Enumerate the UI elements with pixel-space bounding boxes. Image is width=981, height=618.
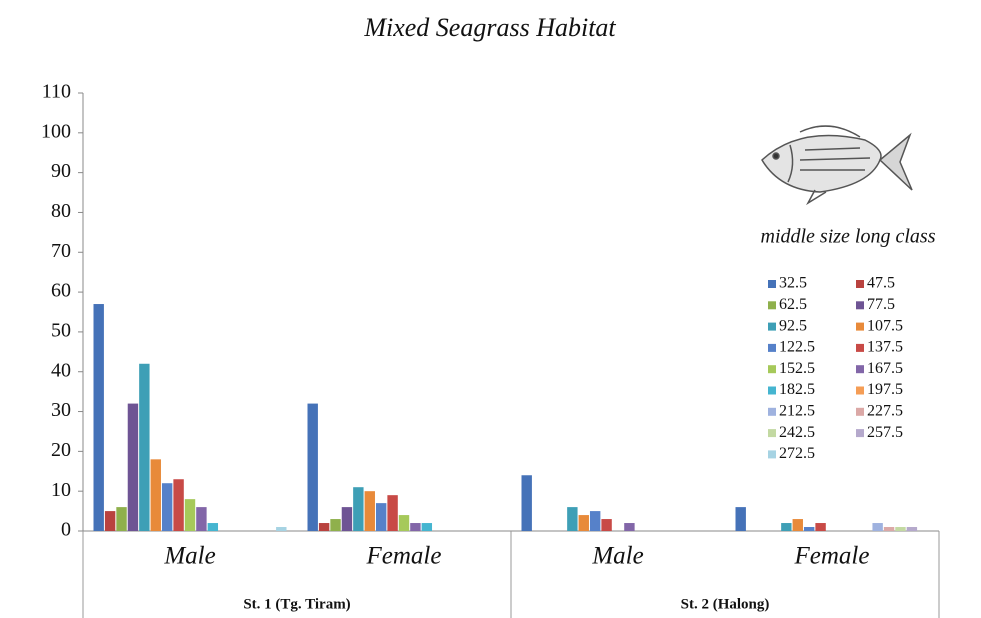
bar [185,499,195,531]
bar [208,523,218,531]
legend-label: 212.5 [779,402,815,419]
y-tick-label: 20 [51,439,71,461]
bar [151,459,161,531]
legend-label: 242.5 [779,424,815,441]
legend-swatch [856,280,864,288]
legend-swatch [768,429,776,437]
bar [342,507,352,531]
bar [884,527,894,531]
x-tick-label: Male [163,543,215,570]
bar [422,523,432,531]
bar [128,404,138,531]
bar [410,523,420,531]
y-tick-label: 110 [42,81,71,103]
bar [895,527,905,531]
bar [105,511,115,531]
bar [399,515,409,531]
legend-swatch [768,365,776,373]
legend-title: middle size long class [761,226,936,248]
y-tick-label: 0 [61,519,71,541]
legend-label: 152.5 [779,360,815,377]
y-tick-label: 60 [51,280,71,302]
legend-label: 227.5 [867,402,903,419]
group-label: St. 2 (Halong) [681,596,770,612]
bar [815,523,825,531]
bar [579,515,589,531]
y-tick-label: 50 [51,320,71,342]
legend-label: 167.5 [867,360,903,377]
chart-title: Mixed Seagrass Habitat [363,13,616,42]
chart: Mixed Seagrass Habitat middle size long … [0,0,981,618]
bar [736,507,746,531]
bar [601,519,611,531]
y-tick-label: 40 [51,359,71,381]
bar [162,483,172,531]
y-tick-label: 70 [51,240,71,262]
bar [308,404,318,531]
bar [276,527,286,531]
y-tick-label: 90 [51,160,71,182]
x-tick-label: Female [366,543,442,570]
legend-swatch [768,387,776,395]
y-tick-label: 100 [41,120,71,142]
legend-swatch [768,323,776,331]
bar [590,511,600,531]
group-label: St. 1 (Tg. Tiram) [243,596,350,612]
bar [793,519,803,531]
legend-label: 182.5 [779,381,815,398]
bar [365,491,375,531]
bar [872,523,882,531]
legend-swatch [768,344,776,352]
y-tick-label: 10 [51,479,71,501]
bar [330,519,340,531]
legend-label: 62.5 [779,296,807,313]
bar [319,523,329,531]
legend-swatch [856,387,864,395]
bar [139,364,149,531]
legend-label: 47.5 [867,275,895,292]
bar [567,507,577,531]
legend-label: 272.5 [779,445,815,462]
legend-swatch [768,408,776,416]
bar [781,523,791,531]
legend-label: 92.5 [779,317,807,334]
legend-label: 137.5 [867,339,903,356]
bar [804,527,814,531]
legend-label: 197.5 [867,381,903,398]
bar [387,495,397,531]
bar [376,503,386,531]
legend-label: 77.5 [867,296,895,313]
legend-swatch [856,429,864,437]
bar [173,479,183,531]
legend-swatch [856,323,864,331]
legend-swatch [856,344,864,352]
bar [94,304,104,531]
bar [116,507,126,531]
legend-swatch [768,450,776,458]
fish-illustration [762,126,912,203]
y-tick-label: 80 [51,200,71,222]
legend-swatch [856,408,864,416]
legend-swatch [856,301,864,309]
legend-label: 257.5 [867,424,903,441]
legend-label: 32.5 [779,275,807,292]
bar [907,527,917,531]
bar [522,475,532,531]
y-tick-label: 30 [51,399,71,421]
bar [353,487,363,531]
bar [196,507,206,531]
page: Mixed Seagrass Habitat middle size long … [0,0,981,618]
legend-swatch [768,301,776,309]
bar [624,523,634,531]
legend-label: 122.5 [779,339,815,356]
legend-swatch [768,280,776,288]
x-tick-label: Male [591,543,643,570]
legend-label: 107.5 [867,317,903,334]
legend-swatch [856,365,864,373]
x-tick-label: Female [794,543,870,570]
